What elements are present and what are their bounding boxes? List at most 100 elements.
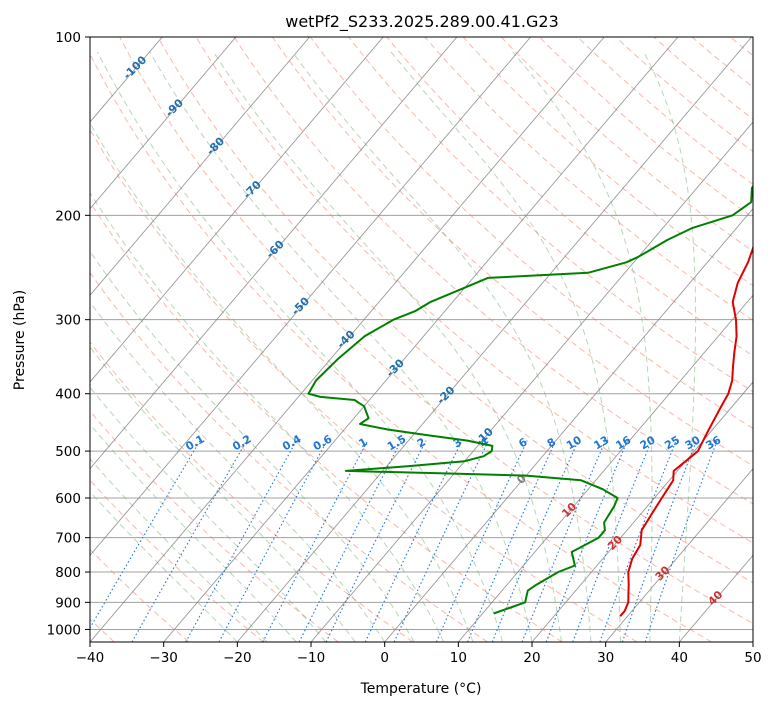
isotherm-line <box>678 554 753 642</box>
isotherm-line <box>310 121 753 642</box>
moist-adiabat-line <box>90 122 474 642</box>
isotherm-line <box>236 37 752 642</box>
dry-adiabat-line <box>348 37 753 393</box>
mixing-ratio-label: 1 <box>357 435 370 450</box>
x-tick-label: −10 <box>297 650 326 666</box>
chart-title: wetPf2_S233.2025.289.00.41.G23 <box>285 12 559 32</box>
moist-adiabat-line <box>90 458 268 642</box>
dry-adiabat-line <box>424 37 753 321</box>
mixing-ratio-label: 8 <box>545 435 558 450</box>
dry-adiabat-line <box>90 410 339 642</box>
isotherm-line <box>90 37 310 297</box>
x-tick-label: −40 <box>76 650 105 666</box>
mixing-ratio-line <box>90 440 201 629</box>
moist-adiabat-line <box>90 191 445 642</box>
dry-adiabat-line <box>233 37 753 505</box>
x-tick-label: 20 <box>523 650 540 666</box>
dry-adiabat-line <box>310 37 753 429</box>
mixing-ratio-label: 25 <box>662 433 682 452</box>
y-axis-label: Pressure (hPa) <box>12 290 28 390</box>
temperature-line <box>619 245 753 617</box>
isotherm-line <box>752 641 753 642</box>
dry-adiabats <box>90 37 775 642</box>
mixing-ratio-line <box>185 440 297 642</box>
dry-adiabat-line <box>195 37 753 544</box>
mixing-ratio-label: 16 <box>614 433 634 452</box>
mixing-ratio-label: 2 <box>415 435 428 450</box>
mixing-ratio-line <box>131 440 248 642</box>
mixing-ratio-label: 3 <box>451 435 464 450</box>
x-axis-ticks: −40 −30 −20 −10 0 10 20 30 40 50 <box>76 642 762 666</box>
dry-adiabat-line <box>90 201 563 642</box>
dry-adiabat-line <box>90 341 414 642</box>
y-tick-label: 900 <box>55 595 81 611</box>
isotherm-line <box>90 37 384 383</box>
y-tick-label: 300 <box>55 313 81 329</box>
moist-adiabat-line <box>90 346 356 642</box>
x-axis-label: Temperature (°C) <box>360 681 482 697</box>
dry-adiabat-line <box>90 128 638 642</box>
mixing-ratio-line <box>545 440 628 642</box>
isotherm-line <box>90 37 531 557</box>
plot-frame <box>89 36 754 643</box>
mixing-ratio-label: 20 <box>638 433 658 452</box>
dry-adiabat-line <box>90 53 712 642</box>
dry-adiabat-line <box>157 37 753 584</box>
isotherm-line <box>90 37 458 470</box>
moist-adiabat-line <box>512 51 653 642</box>
mixing-ratio-line <box>491 440 579 642</box>
mixing-ratio-line <box>364 440 463 642</box>
dry-adiabat-line <box>653 37 753 120</box>
isotherm-line <box>457 294 753 642</box>
moist-adiabat-line <box>90 250 415 642</box>
moist-adiabat-line <box>643 51 697 642</box>
y-tick-label: 800 <box>55 565 81 581</box>
isotherm-line <box>90 37 605 642</box>
dry-adiabat-line <box>119 37 753 625</box>
x-tick-label: 0 <box>380 650 389 666</box>
isotherm-line <box>163 37 679 642</box>
mixing-ratio-line <box>325 440 427 642</box>
mixing-ratio-label: 0.6 <box>311 432 335 453</box>
sounding-series <box>307 184 753 617</box>
y-tick-label: 1000 <box>47 622 81 638</box>
dry-adiabat-line <box>386 37 753 357</box>
dry-adiabat-line <box>691 37 753 88</box>
mixing-ratio-line <box>435 440 528 642</box>
moist-adiabat-line <box>291 51 592 642</box>
y-tick-label: 200 <box>55 208 81 224</box>
y-tick-label: 400 <box>55 387 81 403</box>
isotherm-line <box>90 37 237 210</box>
dry-adiabat-line <box>462 37 753 287</box>
dry-adiabat-line <box>90 479 264 642</box>
moist-adiabat-line <box>213 51 562 642</box>
plot-area: -100-90-80-70-60-50-40-30-20-10010203040… <box>90 37 775 642</box>
isotherm-line <box>605 467 753 642</box>
moist-adiabat-line <box>90 386 327 642</box>
mixing-ratio-label: 0.2 <box>230 432 253 453</box>
y-tick-label: 600 <box>55 491 81 507</box>
dry-adiabat-line <box>768 37 775 642</box>
moist-adiabat-line <box>96 51 503 642</box>
x-tick-label: 50 <box>744 650 761 666</box>
mixing-ratio-label: 1.5 <box>385 432 408 453</box>
moist-adiabat-line <box>90 301 386 642</box>
isotherms <box>90 37 753 642</box>
mixing-ratio-line <box>262 440 369 642</box>
dry-adiabat-line <box>615 37 753 153</box>
y-tick-label: 700 <box>55 531 81 547</box>
x-tick-label: −20 <box>223 650 252 666</box>
mixing-ratio-label: 13 <box>591 433 611 452</box>
mixing-ratio-line <box>298 440 402 642</box>
pressure-gridlines <box>90 37 753 630</box>
mixing-ratio-line <box>393 440 489 642</box>
x-tick-label: 10 <box>450 650 467 666</box>
moist-adiabats <box>90 51 697 642</box>
mixing-ratio-line <box>521 440 606 642</box>
isotherm-line <box>531 381 753 642</box>
x-tick-label: −30 <box>149 650 178 666</box>
moist-adiabat-line <box>390 51 621 642</box>
dry-adiabat-line <box>500 37 753 252</box>
